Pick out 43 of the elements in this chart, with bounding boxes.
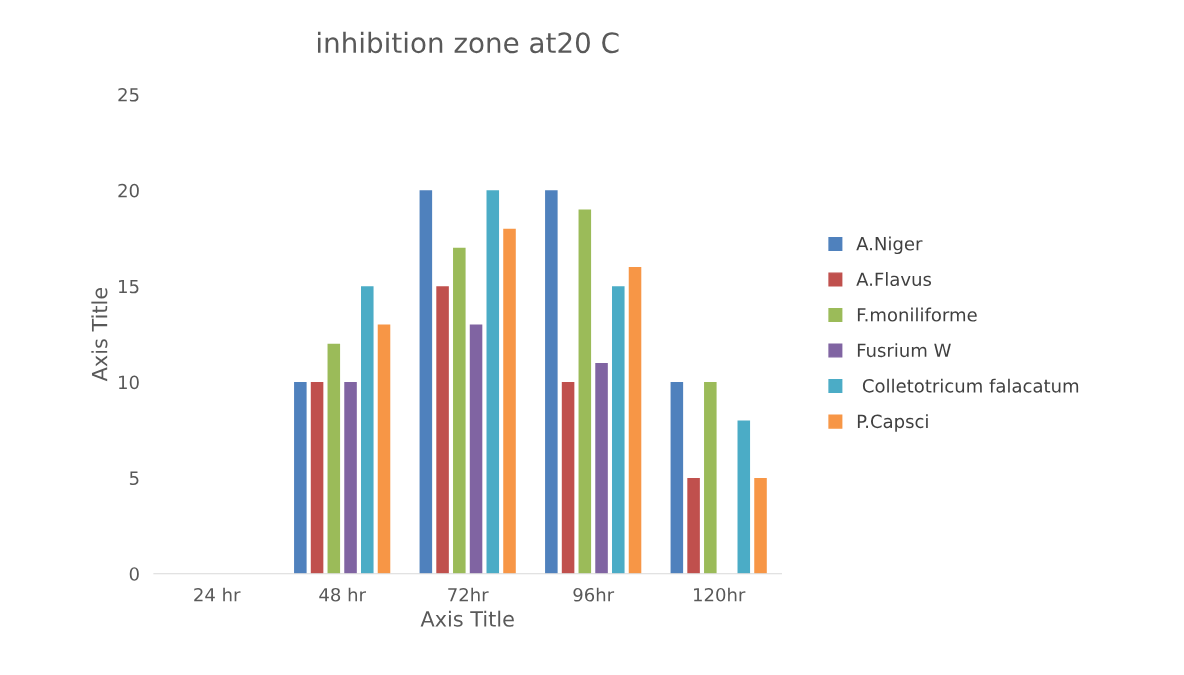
y-axis-title: Axis Title [91,287,108,382]
bar [419,190,433,574]
x-tick-label: 48 hr [319,587,366,602]
bar [486,190,500,574]
bar [670,382,684,574]
legend-label: Fusrium W [857,343,951,358]
x-tick-label: 120hr [694,587,746,602]
bar [545,190,558,574]
y-tick-label: 25 [118,87,139,102]
y-tick-label: 5 [129,471,139,486]
y-tick-label: 10 [119,375,139,390]
bar [628,267,642,574]
chart-title: inhibition zone at20 C [317,31,619,54]
bar [578,209,592,574]
x-tick-label: 24 hr [194,587,241,602]
x-axis-title: Axis Title [420,610,514,627]
bar [294,382,307,574]
bar [503,228,516,574]
bar [704,382,717,574]
y-tick-label: 15 [119,279,139,294]
bar [595,362,608,574]
legend-label: P.Capsci [857,414,928,432]
bar [327,343,341,574]
bar [754,477,767,574]
bar [310,382,324,574]
bar [687,477,700,574]
bar [344,382,357,574]
bar [377,324,391,574]
bar [436,286,449,574]
x-tick-label: 72hr [448,587,489,602]
y-tick-label: 20 [118,183,139,198]
legend-label: F.moniliforme [857,307,977,322]
legend-label: A.Flavus [856,272,932,287]
bar [469,324,483,574]
bar [453,247,466,574]
legend-label: Colletotricum falacatum [862,378,1079,393]
y-tick-label: 0 [129,567,139,581]
bar [612,286,625,574]
bar [361,286,374,574]
bar [561,382,575,574]
bar [737,420,751,574]
x-tick-label: 96hr [573,587,615,602]
legend-label: A.Niger [856,236,923,255]
